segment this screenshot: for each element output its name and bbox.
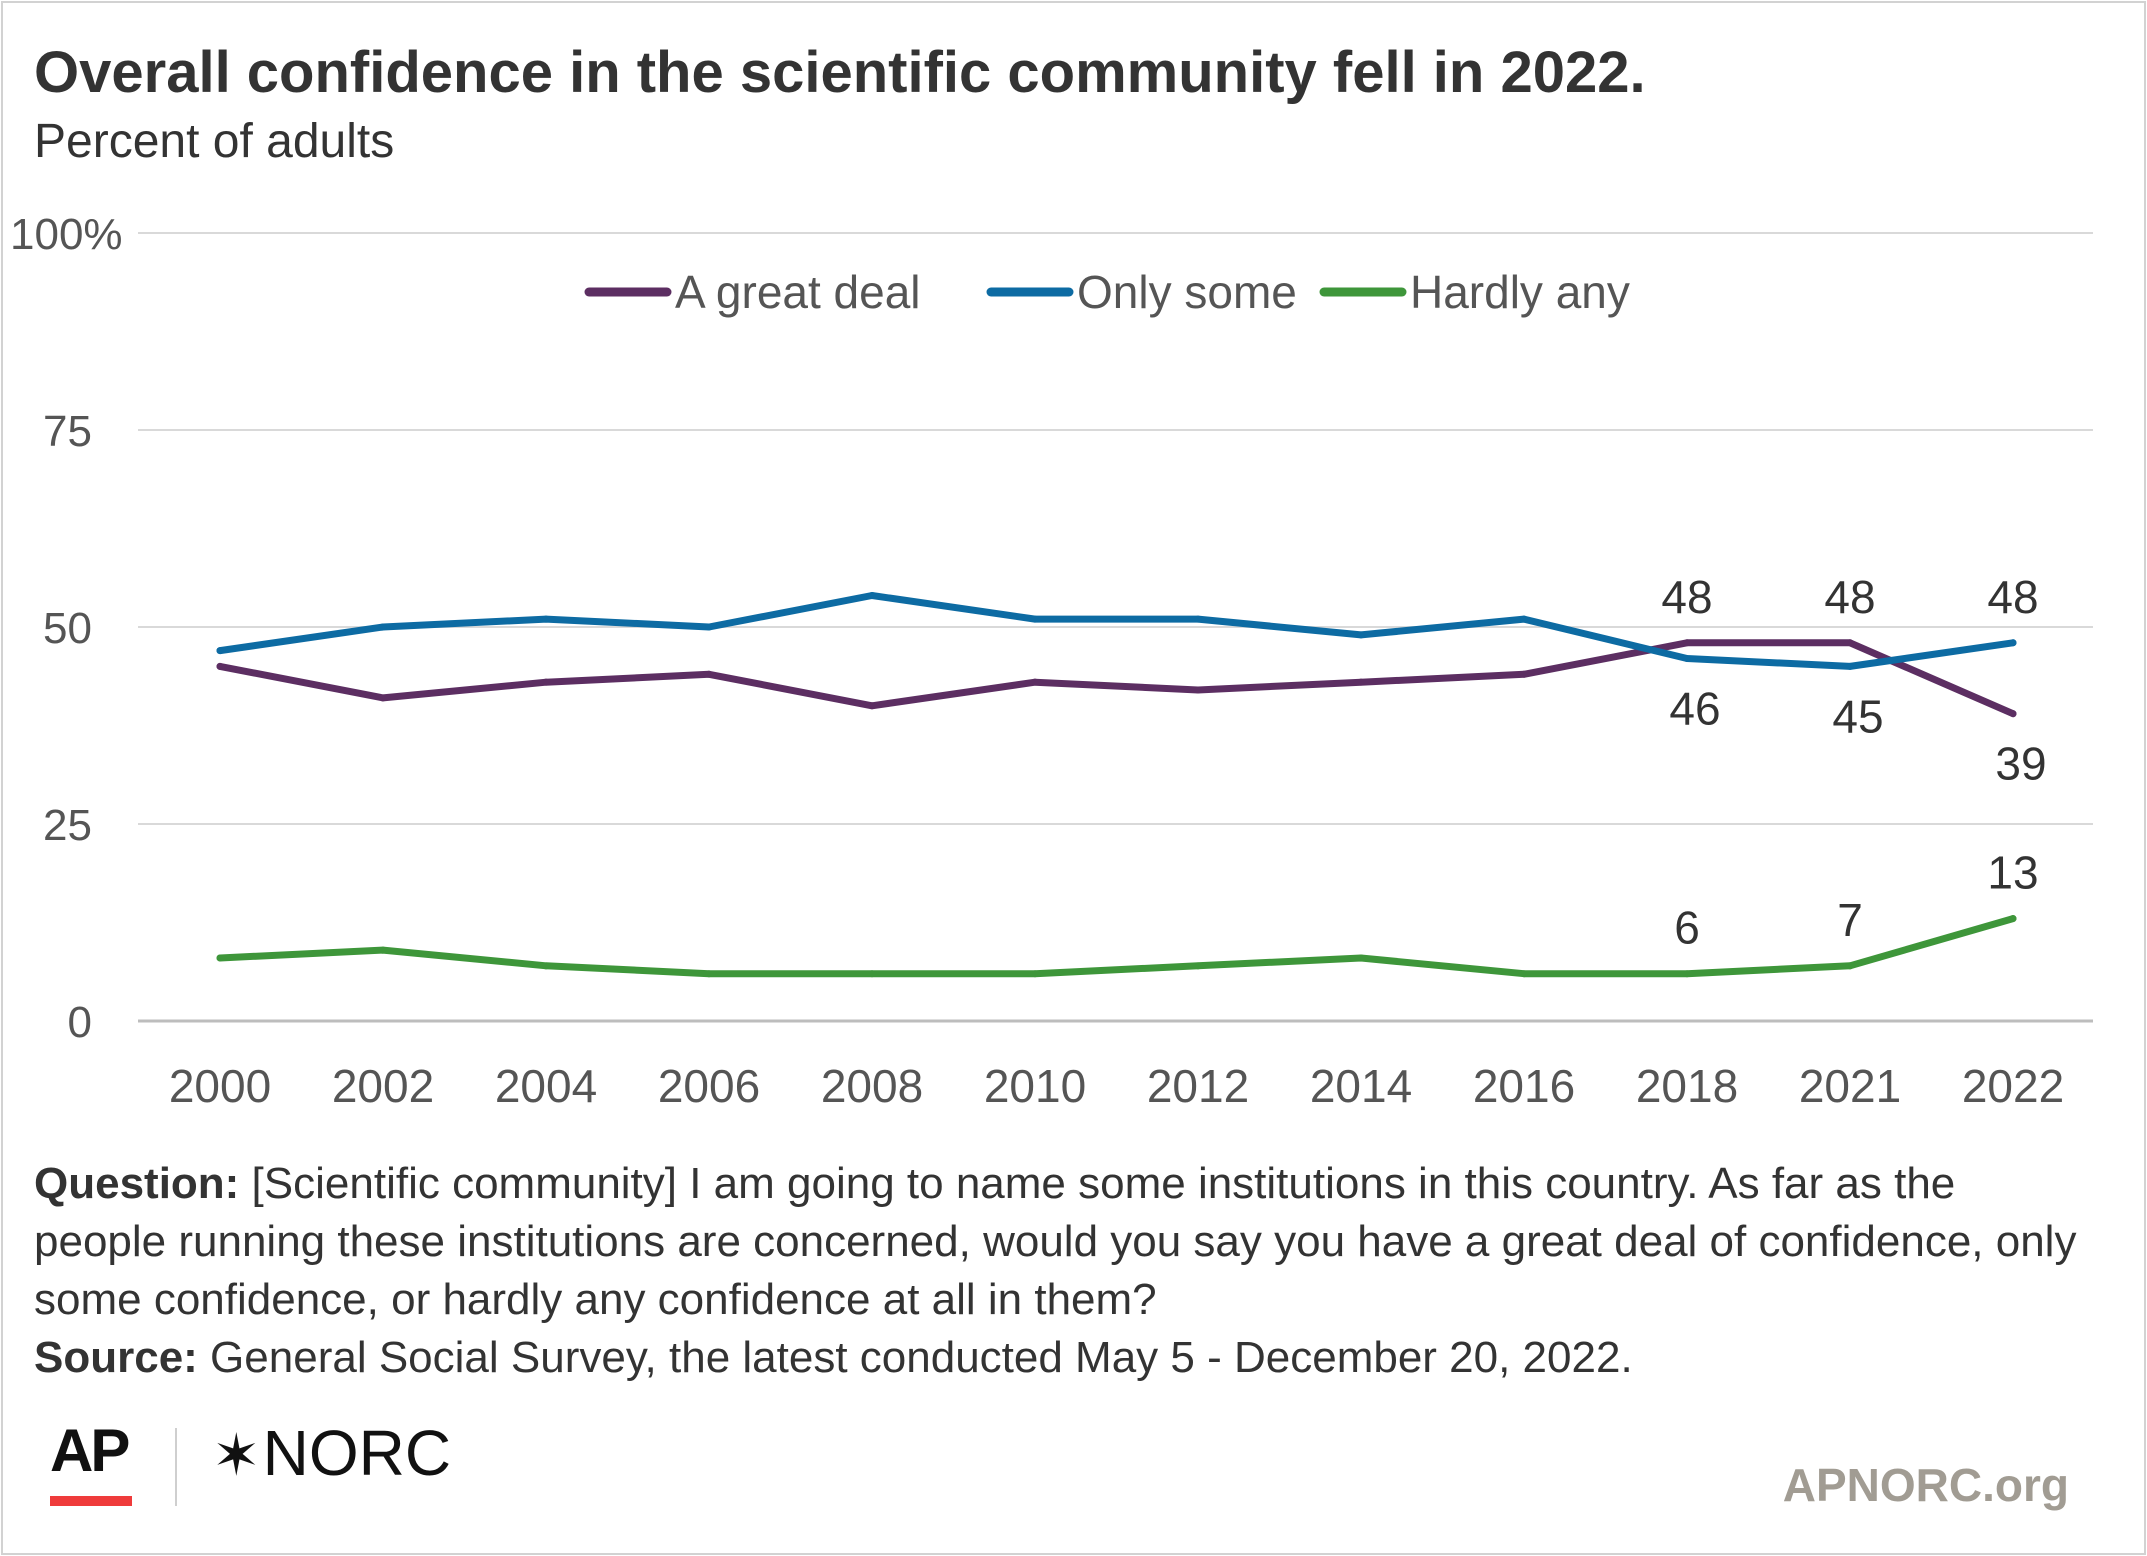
data-point [1357, 631, 1365, 639]
y-tick-label: 100% [10, 210, 123, 259]
y-tick-label: 25 [43, 801, 92, 850]
x-tick-label: 2014 [1310, 1060, 1412, 1112]
logo-divider [175, 1428, 177, 1506]
data-point [705, 970, 713, 978]
gridlines [138, 232, 2093, 1023]
data-point [868, 591, 876, 599]
data-point [2009, 639, 2017, 647]
legend-label: A great deal [675, 266, 921, 318]
data-point [705, 623, 713, 631]
series-lines [216, 591, 2017, 978]
data-point [1357, 678, 1365, 686]
y-tick-label: 50 [43, 604, 92, 653]
data-point [542, 615, 550, 623]
data-point [2009, 710, 2017, 718]
data-point [1846, 962, 1854, 970]
x-tick-label: 2004 [495, 1060, 597, 1112]
series-line [216, 915, 2017, 978]
norc-logo: ✶NORC [212, 1418, 451, 1491]
data-label: 46 [1669, 683, 1720, 735]
norc-logo-text: NORC [262, 1417, 452, 1489]
x-tick-label: 2012 [1147, 1060, 1249, 1112]
ap-logo-underline [50, 1496, 132, 1506]
data-point [1194, 686, 1202, 694]
data-label: 39 [1995, 738, 2046, 790]
data-label: 48 [1987, 571, 2038, 623]
data-point [705, 670, 713, 678]
data-point [542, 962, 550, 970]
data-point [1520, 670, 1528, 678]
site-url: APNORC.org [1782, 1459, 2069, 1511]
x-tick-label: 2010 [984, 1060, 1086, 1112]
data-labels: 48 48 39 46 45 48 6 7 13 [1661, 571, 2046, 954]
question-text: [Scientific community] I am going to nam… [34, 1159, 2077, 1324]
data-label: 45 [1832, 690, 1883, 742]
data-point [1031, 615, 1039, 623]
chart-notes: Question: [Scientific community] I am go… [34, 1155, 2094, 1387]
data-point [1683, 970, 1691, 978]
data-point [1846, 662, 1854, 670]
line-chart: 0 25 50 75 100% 2000 2002 2004 2006 2008 2010 2012 2… [10, 210, 2093, 1112]
data-point [216, 662, 224, 670]
data-label: 7 [1837, 894, 1863, 946]
data-point [379, 694, 387, 702]
data-point [216, 647, 224, 655]
chart-title: Overall confidence in the scientific com… [34, 40, 1646, 105]
y-tick-label: 75 [43, 407, 92, 456]
source-text: General Social Survey, the latest conduc… [197, 1333, 1633, 1382]
data-point [2009, 915, 2017, 923]
x-tick-label: 2022 [1962, 1060, 2064, 1112]
data-label: 48 [1661, 571, 1712, 623]
series-line [216, 592, 2017, 670]
y-tick-label: 0 [68, 998, 92, 1047]
x-tick-label: 2016 [1473, 1060, 1575, 1112]
series-line [216, 639, 2017, 718]
data-point [1031, 970, 1039, 978]
chart-subtitle: Percent of adults [34, 115, 395, 168]
data-point [379, 946, 387, 954]
legend-label: Hardly any [1410, 266, 1630, 318]
axes: 0 25 50 75 100% 2000 2002 2004 2006 2008 2010 2012 2… [10, 210, 2064, 1112]
data-point [216, 954, 224, 962]
question-label: Question: [34, 1159, 240, 1208]
data-point [542, 678, 550, 686]
x-tick-label: 2018 [1636, 1060, 1738, 1112]
data-point [1683, 639, 1691, 647]
x-tick-label: 2000 [169, 1060, 271, 1112]
data-point [1031, 678, 1039, 686]
data-label: 6 [1674, 902, 1700, 954]
x-tick-label: 2021 [1799, 1060, 1901, 1112]
data-point [868, 970, 876, 978]
data-point [1520, 615, 1528, 623]
data-point [868, 702, 876, 710]
data-label: 48 [1824, 571, 1875, 623]
data-point [1846, 639, 1854, 647]
data-point [1194, 615, 1202, 623]
source-label: Source: [34, 1333, 198, 1382]
data-point [1520, 970, 1528, 978]
data-point [1683, 655, 1691, 663]
data-point [1194, 962, 1202, 970]
legend-label: Only some [1077, 266, 1297, 318]
x-tick-label: 2006 [658, 1060, 760, 1112]
ap-logo: AP [50, 1417, 130, 1484]
data-label: 13 [1987, 847, 2038, 899]
x-tick-label: 2002 [332, 1060, 434, 1112]
data-point [1357, 954, 1365, 962]
x-tick-label: 2008 [821, 1060, 923, 1112]
norc-star-icon: ✶ [212, 1423, 261, 1488]
data-point [379, 623, 387, 631]
legend: A great deal Only some Hardly any [584, 266, 1630, 318]
